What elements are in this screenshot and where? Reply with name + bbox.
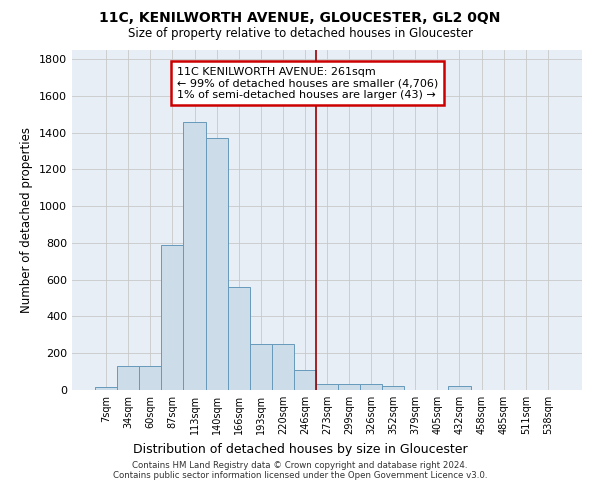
Bar [360,384,382,390]
Bar [227,287,250,390]
Text: Contains HM Land Registry data © Crown copyright and database right 2024.
Contai: Contains HM Land Registry data © Crown c… [113,460,487,480]
Y-axis label: Number of detached properties: Number of detached properties [20,127,34,313]
Bar [316,384,338,390]
Bar [117,366,139,390]
Bar [95,387,117,390]
Bar [338,384,360,390]
Bar [294,370,316,390]
Text: 11C, KENILWORTH AVENUE, GLOUCESTER, GL2 0QN: 11C, KENILWORTH AVENUE, GLOUCESTER, GL2 … [100,11,500,25]
Text: Size of property relative to detached houses in Gloucester: Size of property relative to detached ho… [128,28,473,40]
Bar [448,386,470,390]
Bar [250,344,272,390]
Text: 11C KENILWORTH AVENUE: 261sqm
← 99% of detached houses are smaller (4,706)
1% of: 11C KENILWORTH AVENUE: 261sqm ← 99% of d… [177,66,438,100]
Bar [161,245,184,390]
Bar [206,138,227,390]
Bar [382,386,404,390]
Bar [272,344,294,390]
Text: Distribution of detached houses by size in Gloucester: Distribution of detached houses by size … [133,442,467,456]
Bar [139,366,161,390]
Bar [184,122,206,390]
